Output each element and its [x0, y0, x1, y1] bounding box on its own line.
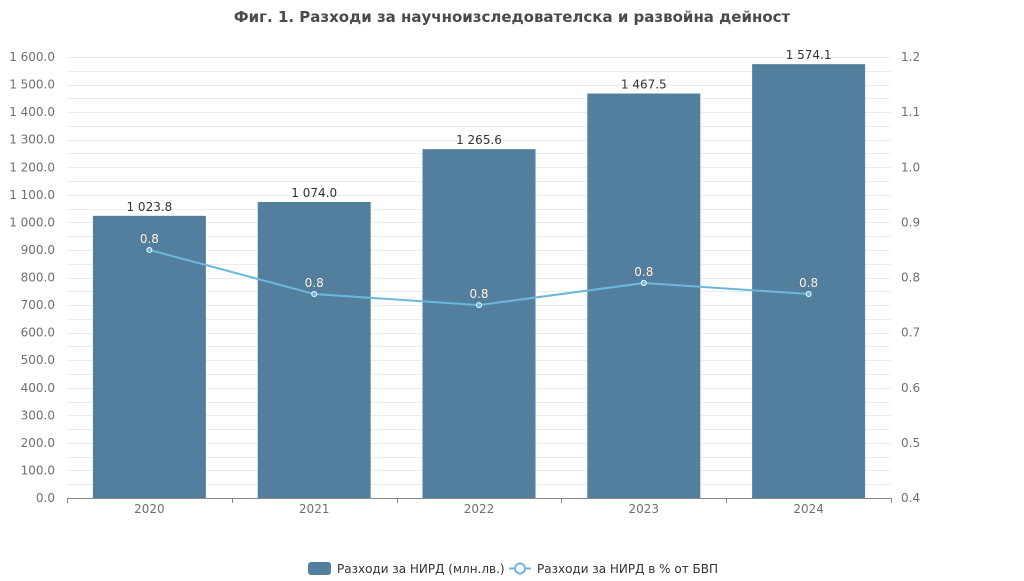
left-axis-tick-label: 500.0 — [21, 353, 55, 367]
right-axis-tick-label: 0.7 — [901, 326, 920, 340]
left-axis-tick-label: 1 100.0 — [9, 188, 55, 202]
x-axis: 2020 2021 2022 2023 2024 — [67, 498, 892, 516]
x-axis-tick-label: 2020 — [134, 502, 165, 516]
left-axis-tick-label: 1 300.0 — [9, 133, 55, 147]
right-axis-tick-label: 1.2 — [901, 50, 920, 64]
line-point-label: 0.8 — [469, 287, 488, 301]
line-point-marker[interactable] — [311, 291, 318, 298]
x-axis-tick-label: 2021 — [299, 502, 330, 516]
legend-circle-marker-icon — [514, 562, 526, 575]
left-axis-tick-label: 400.0 — [21, 381, 55, 395]
legend: Разходи за НИРД (млн.лв.) Разходи за НИР… — [308, 562, 718, 576]
bar-2020[interactable] — [92, 215, 206, 498]
line-point-marker[interactable] — [476, 302, 482, 309]
right-axis-tick-label: 0.8 — [901, 271, 920, 285]
left-axis-tick-label: 1 600.0 — [9, 50, 55, 64]
x-axis-tick-label: 2024 — [793, 502, 824, 516]
left-axis-tick-label: 1 200.0 — [9, 160, 55, 174]
left-y-axis: 0.0 100.0 200.0 300.0 400.0 500.0 600.0 700.0 80… — [9, 50, 55, 505]
right-axis-tick-label: 1.1 — [901, 105, 920, 119]
legend-label-line: Разходи за НИРД в % от БВП — [537, 562, 718, 576]
right-axis-tick-label: 0.9 — [901, 215, 920, 229]
bar-value-label: 1 074.0 — [291, 186, 337, 200]
bar-2021[interactable] — [257, 201, 371, 498]
right-axis-tick-label: 0.5 — [901, 436, 920, 450]
bar-value-label: 1 265.6 — [456, 133, 502, 147]
line-point-label: 0.8 — [634, 265, 653, 279]
left-axis-tick-label: 700.0 — [21, 298, 55, 312]
left-axis-tick-label: 1 500.0 — [9, 78, 55, 92]
right-y-axis: 0.4 0.5 0.6 0.7 0.8 0.9 1.0 1.1 1.2 — [901, 50, 920, 505]
left-axis-tick-label: 600.0 — [21, 326, 55, 340]
bar-2023[interactable] — [587, 93, 701, 498]
line-point-marker[interactable] — [146, 246, 153, 253]
bar-2024[interactable] — [752, 64, 866, 499]
right-axis-tick-label: 0.4 — [901, 491, 920, 505]
line-point-label: 0.8 — [305, 276, 324, 290]
left-axis-tick-label: 100.0 — [21, 463, 55, 477]
legend-label-bars: Разходи за НИРД (млн.лв.) — [337, 562, 505, 576]
right-axis-tick-label: 0.6 — [901, 381, 920, 395]
left-axis-tick-label: 900.0 — [21, 243, 55, 257]
left-axis-tick-label: 200.0 — [21, 436, 55, 450]
legend-bar-swatch-icon — [308, 562, 331, 575]
right-axis-tick-label: 1.0 — [901, 160, 920, 174]
legend-item-bars[interactable]: Разходи за НИРД (млн.лв.) — [308, 562, 505, 576]
left-axis-tick-label: 1 000.0 — [9, 215, 55, 229]
line-series: 0.8 0.8 0.8 0.8 0.8 — [140, 232, 818, 309]
chart-title: Фиг. 1. Разходи за научноизследователска… — [234, 8, 791, 26]
bar-2022[interactable] — [422, 149, 536, 498]
bar-value-label: 1 574.1 — [786, 48, 832, 62]
line-point-marker[interactable] — [805, 291, 812, 298]
legend-item-line[interactable]: Разходи за НИРД в % от БВП — [509, 562, 718, 576]
x-axis-tick-label: 2022 — [464, 502, 495, 516]
bar-series: 1 023.8 1 074.0 1 265.6 1 467.5 1 574.1 — [92, 48, 866, 499]
left-axis-tick-label: 800.0 — [21, 271, 55, 285]
line-point-marker[interactable] — [640, 280, 647, 287]
line-point-label: 0.8 — [140, 232, 159, 246]
left-axis-tick-label: 1 400.0 — [9, 105, 55, 119]
left-axis-tick-label: 0.0 — [36, 491, 55, 505]
bar-value-label: 1 467.5 — [621, 78, 667, 92]
bar-value-label: 1 023.8 — [126, 200, 172, 214]
left-axis-tick-label: 300.0 — [21, 408, 55, 422]
x-axis-tick-label: 2023 — [629, 502, 660, 516]
line-point-label: 0.8 — [799, 276, 818, 290]
